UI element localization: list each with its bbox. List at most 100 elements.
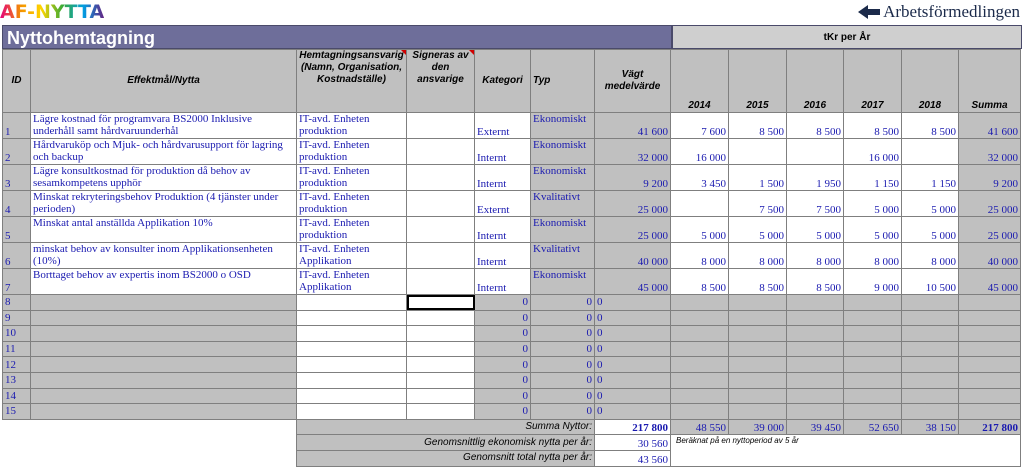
signed-cell[interactable] [406, 294, 475, 311]
year-cell[interactable] [843, 294, 902, 311]
year-cell[interactable] [670, 356, 729, 373]
year-2015-cell[interactable]: 8 500 [728, 268, 787, 295]
sum-cell[interactable]: 45 000 [958, 268, 1021, 295]
year-cell[interactable] [786, 294, 844, 311]
category-cell[interactable]: 0 [474, 325, 531, 342]
responsible-cell[interactable] [296, 356, 407, 373]
signed-cell[interactable] [406, 138, 475, 165]
type-cell[interactable]: 0 [530, 294, 595, 311]
effect-cell[interactable]: Minskat antal anställda Applikation 10% [30, 216, 297, 243]
effect-cell[interactable]: Minskat rekryteringsbehov Produktion (4 … [30, 190, 297, 217]
year-cell[interactable] [843, 340, 902, 358]
year-cell[interactable] [786, 340, 844, 358]
effect-cell[interactable] [30, 387, 297, 405]
year-2014-cell[interactable]: 8 500 [670, 268, 729, 295]
col-signed[interactable]: Signeras av den ansvarige [406, 49, 475, 113]
row-id-cell[interactable]: 11 [2, 340, 31, 358]
type-cell[interactable]: Ekonomiskt [530, 268, 595, 295]
effect-cell[interactable] [30, 325, 297, 342]
signed-cell[interactable] [406, 190, 475, 217]
type-cell[interactable]: Ekonomiskt [530, 112, 595, 139]
col-year-2016[interactable]: 2016 [786, 49, 844, 113]
avg-total-value[interactable]: 43 560 [594, 449, 671, 467]
weighted-cell[interactable]: 0 [594, 340, 671, 358]
year-2017-cell[interactable]: 5 000 [843, 216, 902, 243]
year-2015-cell[interactable]: 5 000 [728, 216, 787, 243]
category-cell[interactable]: Internt [474, 138, 531, 165]
year-cell[interactable] [786, 325, 844, 342]
year-cell[interactable] [728, 403, 787, 420]
type-cell[interactable]: 0 [530, 340, 595, 358]
year-cell[interactable] [786, 356, 844, 373]
weighted-cell[interactable]: 0 [594, 403, 671, 420]
effect-cell[interactable] [30, 356, 297, 373]
year-2015-cell[interactable]: 8 500 [728, 112, 787, 139]
responsible-cell[interactable]: IT-avd. Enheten Applikation [296, 242, 407, 269]
year-cell[interactable] [901, 356, 959, 373]
year-cell[interactable] [901, 371, 959, 389]
year-cell[interactable] [958, 340, 1021, 358]
category-cell[interactable]: 0 [474, 340, 531, 358]
year-2017-cell[interactable]: 16 000 [843, 138, 902, 165]
year-cell[interactable] [670, 387, 729, 405]
year-2014-cell[interactable] [670, 190, 729, 217]
weighted-cell[interactable]: 9 200 [594, 164, 671, 191]
sum-cell[interactable]: 32 000 [958, 138, 1021, 165]
weighted-cell[interactable]: 0 [594, 309, 671, 327]
type-cell[interactable]: 0 [530, 356, 595, 373]
signed-cell[interactable] [406, 403, 475, 420]
weighted-cell[interactable]: 25 000 [594, 190, 671, 217]
signed-cell[interactable] [406, 356, 475, 373]
row-id-cell[interactable]: 13 [2, 371, 31, 389]
responsible-cell[interactable]: IT-avd. Enheten produktion [296, 190, 407, 217]
responsible-cell[interactable] [296, 340, 407, 358]
signed-cell[interactable] [406, 242, 475, 269]
col-type[interactable]: Typ [530, 49, 595, 113]
year-cell[interactable] [670, 325, 729, 342]
total-year-cell[interactable]: 52 650 [843, 418, 902, 436]
sum-cell[interactable]: 25 000 [958, 190, 1021, 217]
type-cell[interactable]: Ekonomiskt [530, 164, 595, 191]
responsible-cell[interactable]: IT-avd. Enheten Applikation [296, 268, 407, 295]
sum-cell[interactable]: 9 200 [958, 164, 1021, 191]
row-id-cell[interactable]: 6 [2, 242, 31, 269]
col-effect[interactable]: Effektmål/Nytta [30, 49, 297, 113]
col-year-2017[interactable]: 2017 [843, 49, 902, 113]
effect-cell[interactable] [30, 403, 297, 420]
weighted-cell[interactable]: 0 [594, 294, 671, 311]
weighted-cell[interactable]: 32 000 [594, 138, 671, 165]
row-id-cell[interactable]: 10 [2, 325, 31, 342]
year-2018-cell[interactable]: 1 150 [901, 164, 959, 191]
col-year-2018[interactable]: 2018 [901, 49, 959, 113]
category-cell[interactable]: Internt [474, 164, 531, 191]
sum-cell[interactable]: 40 000 [958, 242, 1021, 269]
effect-cell[interactable]: Lägre kostnad för programvara BS2000 Ink… [30, 112, 297, 139]
col-year-2015[interactable]: 2015 [728, 49, 787, 113]
year-2016-cell[interactable]: 1 950 [786, 164, 844, 191]
year-cell[interactable] [901, 294, 959, 311]
category-cell[interactable]: Internt [474, 268, 531, 295]
year-cell[interactable] [728, 356, 787, 373]
year-2017-cell[interactable]: 8 500 [843, 112, 902, 139]
col-sum[interactable]: Summa [958, 49, 1021, 113]
year-cell[interactable] [901, 309, 959, 327]
year-cell[interactable] [843, 325, 902, 342]
row-id-cell[interactable]: 4 [2, 190, 31, 217]
year-2015-cell[interactable]: 1 500 [728, 164, 787, 191]
year-cell[interactable] [958, 309, 1021, 327]
year-2017-cell[interactable]: 9 000 [843, 268, 902, 295]
year-cell[interactable] [958, 294, 1021, 311]
responsible-cell[interactable] [296, 371, 407, 389]
weighted-cell[interactable]: 25 000 [594, 216, 671, 243]
year-2016-cell[interactable] [786, 138, 844, 165]
year-cell[interactable] [728, 294, 787, 311]
year-cell[interactable] [728, 340, 787, 358]
year-cell[interactable] [901, 387, 959, 405]
row-id-cell[interactable]: 1 [2, 112, 31, 139]
col-id[interactable]: ID [2, 49, 31, 113]
year-2017-cell[interactable]: 5 000 [843, 190, 902, 217]
row-id-cell[interactable]: 8 [2, 294, 31, 311]
responsible-cell[interactable]: IT-avd. Enheten produktion [296, 216, 407, 243]
year-cell[interactable] [901, 325, 959, 342]
year-cell[interactable] [958, 356, 1021, 373]
